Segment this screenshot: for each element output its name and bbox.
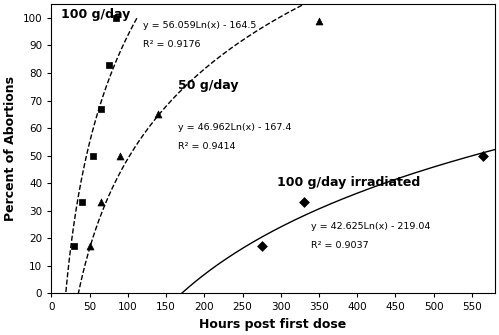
- Point: [257, 244, 265, 249]
- Y-axis label: Percent of Abortions: Percent of Abortions: [4, 76, 17, 221]
- Text: R² = 0.9176: R² = 0.9176: [143, 40, 201, 49]
- Point: [97, 106, 105, 112]
- Point: [89, 153, 97, 158]
- Text: y = 42.625Ln(x) - 219.04: y = 42.625Ln(x) - 219.04: [311, 222, 431, 231]
- Point: [116, 153, 124, 158]
- Text: 100 g/day: 100 g/day: [60, 8, 130, 21]
- Text: 100 g/day irradiated: 100 g/day irradiated: [277, 176, 420, 189]
- Point: [315, 18, 323, 23]
- Point: [105, 62, 113, 67]
- Point: [78, 200, 86, 205]
- Text: R² = 0.9037: R² = 0.9037: [311, 241, 369, 250]
- Text: y = 46.962Ln(x) - 167.4: y = 46.962Ln(x) - 167.4: [178, 123, 291, 132]
- Point: [480, 153, 488, 158]
- Point: [97, 200, 105, 205]
- Point: [70, 244, 78, 249]
- Text: R² = 0.9414: R² = 0.9414: [178, 142, 235, 151]
- Text: y = 56.059Ln(x) - 164.5: y = 56.059Ln(x) - 164.5: [143, 21, 256, 30]
- X-axis label: Hours post first dose: Hours post first dose: [200, 318, 347, 331]
- Point: [112, 15, 120, 21]
- Point: [154, 112, 162, 117]
- Point: [86, 244, 94, 249]
- Text: 50 g/day: 50 g/day: [178, 79, 238, 92]
- Point: [300, 200, 308, 205]
